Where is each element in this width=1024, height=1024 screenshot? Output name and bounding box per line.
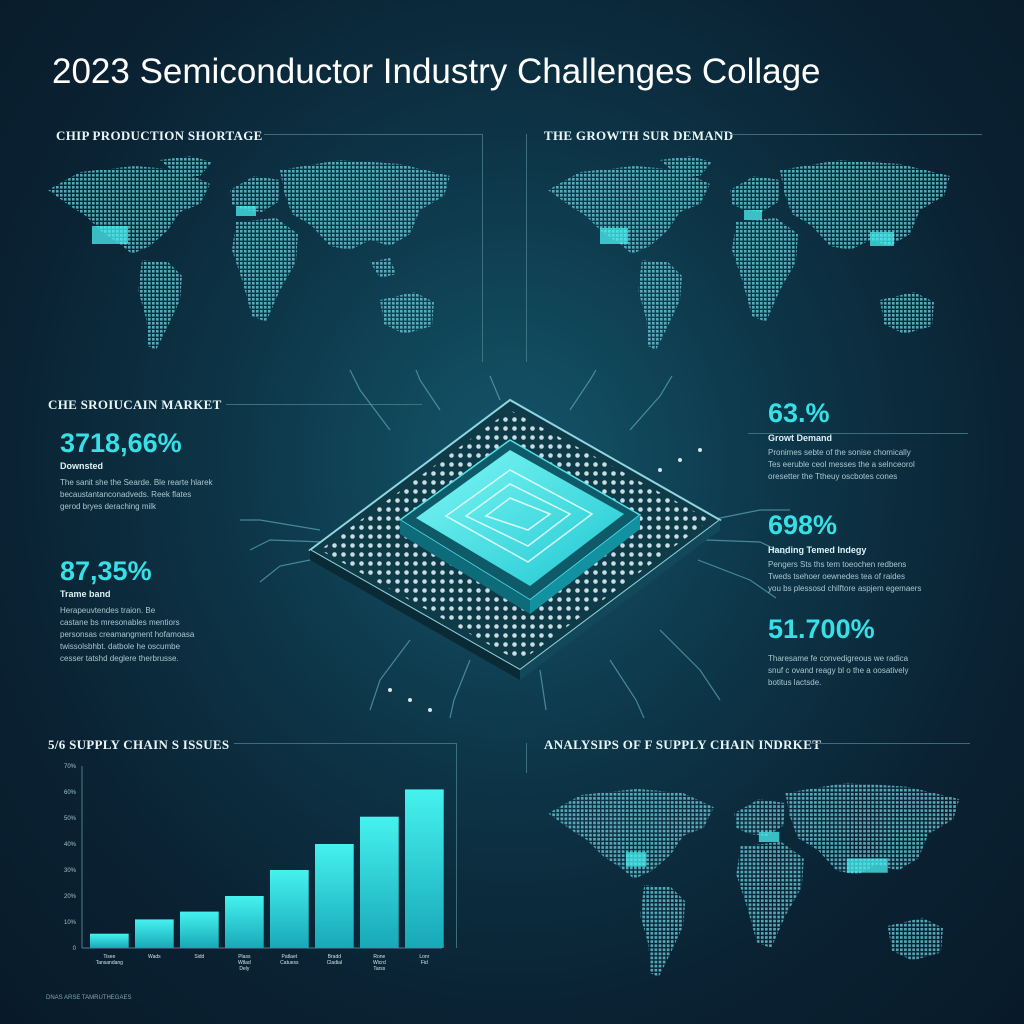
divider-line — [456, 743, 457, 948]
section-prefix: 5/6 — [48, 737, 66, 752]
stat-value: 87,35% — [60, 556, 152, 586]
y-tick-label: 60% — [64, 790, 77, 796]
section-title-growth-demand: THE GROWTH SUR DEMAND — [544, 128, 734, 143]
x-tick-label: Wads — [148, 954, 161, 960]
stat-value: 63.% — [768, 398, 830, 428]
stat-card-right-1: 63.% Growt Demand Pronimes sebte of the … — [768, 398, 988, 483]
bar — [225, 896, 264, 948]
y-tick-label: 50% — [64, 816, 77, 822]
footer-note: DNAS ARSE TAMRUTHEGAES — [46, 995, 132, 1001]
divider-line — [226, 404, 422, 405]
divider-line — [748, 433, 968, 434]
section-label: SUPPLY CHAIN S ISSUES — [69, 737, 230, 752]
x-tick-label: Plass Wtlad Dely — [238, 954, 251, 972]
y-tick-label: 0 — [73, 946, 77, 952]
divider-line — [526, 134, 527, 362]
section-title-analysis: ANALYSIPS OF F SUPPLY CHAIN INDRKET — [544, 737, 822, 752]
stat-description: Herapeuvtendes traion. Be castane bs mre… — [60, 606, 195, 663]
world-map-growth-demand — [548, 156, 950, 350]
y-tick-label: 40% — [64, 842, 77, 848]
stat-label: Handing Temed Indegy — [768, 545, 867, 555]
x-tick-label: Bradd Cladial — [327, 954, 342, 966]
stat-value: 3718,66% — [60, 428, 182, 458]
stat-card-left-1: 3718,66% Downsted The sanit she the Sear… — [60, 428, 260, 513]
stat-description: Pengers Sts ths tem toeochen redbens Twe… — [768, 560, 922, 593]
world-map-supply-chain-analysis — [548, 782, 960, 978]
stat-label: Growt Demand — [768, 433, 833, 443]
world-map-chip-shortage — [48, 156, 450, 350]
section-title-market: CHE SROIUCAIN MARKET — [48, 397, 222, 412]
divider-line — [730, 134, 982, 135]
section-title-supply-chain-issues: 5/6 SUPPLY CHAIN S ISSUES — [48, 737, 229, 753]
stat-card-left-2: 87,35% Trame band Herapeuvtendes traion.… — [60, 556, 260, 665]
stat-card-right-3: 51.700% Tharesame fe convedigreous we ra… — [768, 614, 988, 689]
page-title: 2023 Semiconductor Industry Challenges C… — [52, 52, 821, 91]
x-tick-label: Lonr Fid — [419, 954, 429, 966]
bar — [90, 933, 129, 948]
y-tick-label: 20% — [64, 894, 77, 900]
stat-description: Pronimes sebte of the sonise chomically … — [768, 448, 915, 481]
stat-description: The sanit she the Searde. Ble rearte hla… — [60, 478, 213, 511]
divider-line — [810, 743, 970, 744]
section-title-chip-shortage: CHIP PRODUCTION SHORTAGE — [56, 128, 263, 143]
stat-label: Downsted — [60, 461, 104, 471]
stat-description: Tharesame fe convedigreous we radica snu… — [768, 654, 909, 687]
stat-value: 698% — [768, 510, 838, 540]
x-tick-label: Patlaet Catuess — [280, 954, 299, 966]
bar-chart-supply-chain: 0 10% 20% 30% 40% 50% 60% 70% Tisee Tansandang Wa… — [64, 764, 444, 972]
y-tick-label: 70% — [64, 764, 77, 770]
divider-line — [526, 743, 527, 773]
y-tick-label: 10% — [64, 920, 77, 926]
y-tick-label: 30% — [64, 868, 77, 874]
bar — [135, 919, 174, 948]
bar — [270, 870, 309, 948]
chip-illustration — [240, 370, 790, 719]
stat-value: 51.700% — [768, 614, 875, 644]
bar — [360, 816, 399, 948]
stat-label: Trame band — [60, 589, 111, 599]
stat-card-right-2: 698% Handing Temed Indegy Pengers Sts th… — [768, 510, 988, 595]
bar — [405, 789, 444, 948]
divider-line — [234, 743, 456, 744]
x-tick-label: Sidd — [194, 954, 204, 960]
x-tick-label: Tisee Tansandang — [96, 954, 123, 966]
x-tick-label: Rone Wicrd Tarss — [373, 954, 386, 972]
bar — [180, 911, 219, 948]
bar — [315, 844, 354, 948]
divider-line — [264, 134, 482, 135]
divider-line — [482, 134, 483, 362]
